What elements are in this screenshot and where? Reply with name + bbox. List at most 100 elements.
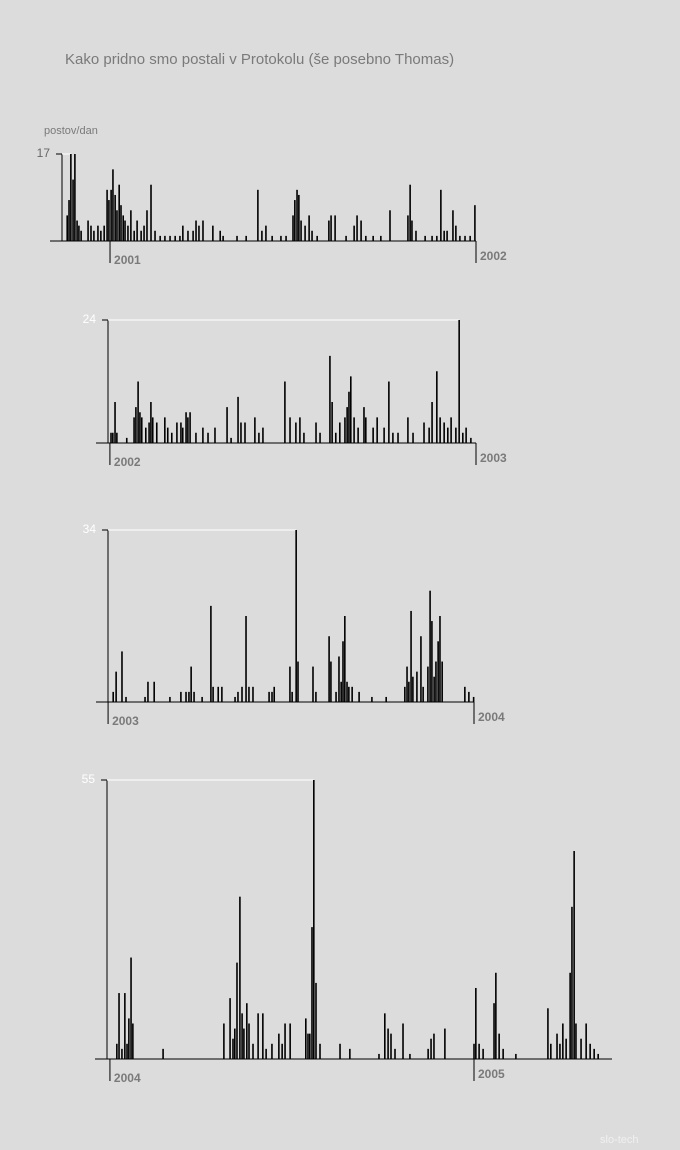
bar: [239, 896, 241, 1059]
bar: [289, 1023, 291, 1059]
bar: [115, 671, 117, 702]
bar: [112, 169, 114, 241]
bar: [162, 1048, 164, 1059]
bar: [241, 1013, 243, 1059]
bar: [237, 396, 239, 443]
bar: [257, 189, 259, 241]
bar: [144, 696, 146, 702]
bar: [223, 1023, 225, 1059]
bar: [222, 235, 224, 241]
bar: [112, 691, 114, 702]
bar: [179, 235, 181, 241]
chart-title: Kako pridno smo postali v Protokolu (še …: [65, 51, 454, 68]
bar: [159, 235, 161, 241]
x-tick-label: 2005: [478, 1067, 505, 1081]
bar: [311, 230, 313, 241]
bar: [207, 432, 209, 443]
bar: [244, 422, 246, 443]
bar: [473, 1043, 475, 1059]
bar: [474, 205, 476, 241]
bar: [344, 417, 346, 443]
bar: [315, 422, 317, 443]
x-tick-label: 2003: [112, 714, 139, 728]
bar: [298, 194, 300, 241]
bar: [407, 215, 409, 241]
bar: [187, 230, 189, 241]
bar: [303, 432, 305, 443]
bar: [312, 666, 314, 702]
bar: [360, 220, 362, 241]
bar: [192, 230, 194, 241]
bar: [116, 210, 118, 241]
bar: [342, 641, 344, 702]
bar: [315, 691, 317, 702]
bar: [245, 616, 247, 702]
bar: [388, 381, 390, 443]
bar: [345, 235, 347, 241]
bar: [150, 402, 152, 443]
bar: [420, 636, 422, 702]
bar: [307, 1033, 309, 1059]
bar: [294, 200, 296, 241]
bar: [126, 1043, 128, 1059]
bar: [236, 235, 238, 241]
bar: [140, 417, 143, 443]
bar: [482, 1048, 484, 1059]
bar: [116, 432, 118, 443]
bar: [147, 681, 149, 702]
bar: [72, 179, 74, 241]
bar: [346, 681, 348, 702]
bar: [423, 422, 425, 443]
bar: [121, 651, 123, 702]
bar: [297, 661, 299, 702]
bar: [257, 1013, 259, 1059]
bar: [410, 610, 412, 702]
bar: [132, 1023, 134, 1059]
bar: [154, 230, 156, 241]
bar: [452, 210, 454, 241]
bar: [493, 1003, 495, 1059]
y-tick-label: 17: [37, 146, 51, 160]
bar: [174, 235, 176, 241]
bar: [170, 432, 173, 443]
bar: [226, 407, 228, 443]
bar: [495, 972, 497, 1059]
bar: [562, 1023, 564, 1059]
bar: [378, 1053, 380, 1059]
bar: [140, 230, 142, 241]
bar: [402, 1023, 404, 1059]
bar: [424, 235, 426, 241]
bar: [404, 686, 406, 702]
bar: [412, 676, 414, 702]
bar: [240, 422, 242, 443]
bar: [93, 230, 95, 241]
bar: [128, 1018, 130, 1059]
bar: [144, 427, 147, 443]
bar: [130, 210, 132, 241]
bar: [329, 355, 331, 443]
bar: [411, 220, 413, 241]
bar: [76, 220, 78, 241]
x-tick-label: 2004: [114, 1071, 141, 1085]
bar: [409, 184, 411, 241]
bar: [176, 422, 178, 443]
bar: [237, 691, 239, 702]
bar: [349, 1048, 351, 1059]
bar: [385, 696, 387, 702]
bar: [66, 215, 69, 241]
bar: [372, 235, 374, 241]
bar: [151, 417, 154, 443]
bar: [281, 1043, 283, 1059]
bar: [349, 376, 352, 443]
bar: [305, 1018, 307, 1059]
bar: [118, 993, 120, 1059]
bar: [455, 427, 457, 443]
bar: [372, 427, 374, 443]
bar: [265, 225, 267, 241]
bar: [182, 225, 184, 241]
bar: [87, 220, 89, 241]
bar: [435, 661, 437, 702]
bar: [261, 230, 263, 241]
bar: [406, 666, 408, 702]
